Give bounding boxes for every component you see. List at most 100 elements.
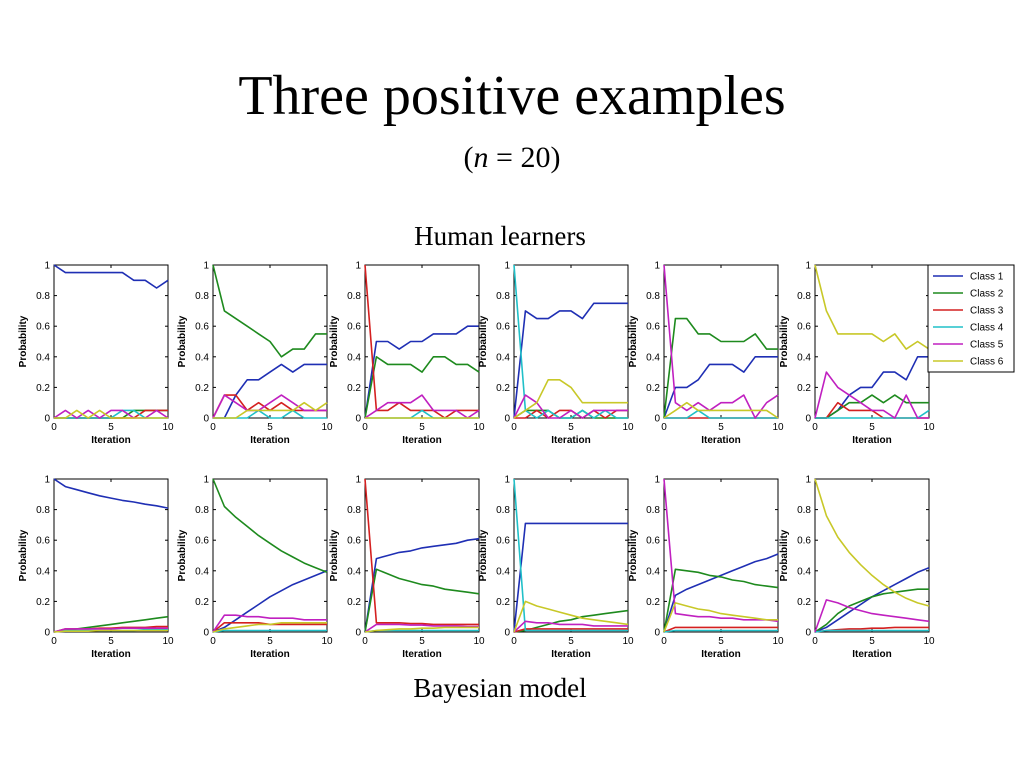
y-tick-label: 0.8 xyxy=(797,291,811,302)
x-axis-label: Iteration xyxy=(91,435,130,446)
x-tick-label: 10 xyxy=(321,422,333,433)
x-axis-label: Iteration xyxy=(701,435,740,446)
y-axis-label: Probability xyxy=(478,529,489,581)
series-line-class-4 xyxy=(664,409,778,419)
axes-frame xyxy=(814,478,930,633)
axes-frame xyxy=(53,478,169,633)
x-tick-label: 5 xyxy=(108,636,114,647)
x-tick-label: 0 xyxy=(661,422,667,433)
panel-r0-p4: 0 5 10 0 0.2 0.4 0.6 0.8 1 Iteration Probability xyxy=(628,261,784,447)
x-tick-label: 5 xyxy=(869,422,875,433)
series-line-class-6 xyxy=(513,600,629,633)
y-tick-label: 0.2 xyxy=(496,597,510,608)
series-line-class-5 xyxy=(212,614,327,633)
y-tick-label: 0.8 xyxy=(195,291,209,302)
series-line-class-5 xyxy=(53,627,168,633)
y-tick-label: 0.4 xyxy=(496,352,510,363)
series-line-class-5 xyxy=(513,394,628,419)
series-line-class-5 xyxy=(663,264,779,419)
series-line-class-2 xyxy=(663,568,779,633)
y-tick-label: 0.4 xyxy=(36,566,50,577)
y-tick-label: 0.2 xyxy=(36,597,50,608)
y-axis-label: Probability xyxy=(478,315,489,367)
panel-r1-p1: 0 5 10 0 0.2 0.4 0.6 0.8 1 Iteration Probability xyxy=(177,475,333,661)
y-tick-label: 0.6 xyxy=(36,322,50,333)
y-tick-label: 1 xyxy=(203,475,209,486)
series-line-class-2 xyxy=(663,317,778,419)
series-line-class-6 xyxy=(663,602,778,633)
y-tick-label: 0.4 xyxy=(347,566,361,577)
x-axis-label: Iteration xyxy=(852,649,891,660)
row-label-model: Bayesian model xyxy=(413,673,587,703)
x-axis-label: Iteration xyxy=(852,435,891,446)
slide-subtitle: (n = 20) xyxy=(0,140,1024,176)
y-tick-label: 0.8 xyxy=(347,505,361,516)
x-tick-label: 10 xyxy=(923,636,935,647)
series-line-class-5 xyxy=(364,394,480,419)
y-tick-label: 0.8 xyxy=(496,505,510,516)
row-label-human: Human learners xyxy=(414,221,586,251)
x-axis-label: Iteration xyxy=(250,649,289,660)
series-line-class-1 xyxy=(513,522,628,633)
legend-entry-class-1: Class 1 xyxy=(970,272,1004,283)
x-tick-label: 10 xyxy=(321,636,333,647)
y-tick-label: 0 xyxy=(44,628,50,639)
x-tick-label: 10 xyxy=(473,636,485,647)
y-tick-label: 0.4 xyxy=(347,352,361,363)
x-tick-label: 10 xyxy=(622,636,634,647)
legend-entry-class-3: Class 3 xyxy=(970,306,1004,317)
x-tick-label: 0 xyxy=(812,422,818,433)
y-tick-label: 0.2 xyxy=(797,597,811,608)
x-axis-label: Iteration xyxy=(551,435,590,446)
series-line-class-5 xyxy=(814,371,929,419)
x-tick-label: 10 xyxy=(473,422,485,433)
x-axis-label: Iteration xyxy=(402,435,441,446)
y-tick-label: 0.8 xyxy=(646,291,660,302)
series-line-class-4 xyxy=(212,629,327,633)
legend-entry-class-4: Class 4 xyxy=(970,323,1004,334)
axes-frame xyxy=(513,478,629,633)
axes-frame xyxy=(513,264,629,419)
x-tick-label: 0 xyxy=(362,422,368,433)
y-tick-label: 1 xyxy=(504,261,510,272)
series-line-class-1 xyxy=(53,478,169,509)
y-tick-label: 1 xyxy=(203,261,209,272)
axes-frame xyxy=(212,478,328,633)
x-tick-label: 5 xyxy=(718,636,724,647)
x-axis-label: Iteration xyxy=(402,649,441,660)
legend-entry-class-5: Class 5 xyxy=(970,340,1004,351)
x-tick-label: 5 xyxy=(267,422,273,433)
series-line-class-1 xyxy=(364,537,480,633)
x-tick-label: 5 xyxy=(108,422,114,433)
y-tick-label: 0 xyxy=(355,414,361,425)
y-tick-label: 0.6 xyxy=(797,322,811,333)
x-tick-label: 10 xyxy=(772,636,784,647)
x-tick-label: 10 xyxy=(162,422,174,433)
y-axis-label: Probability xyxy=(329,315,340,367)
series-line-class-5 xyxy=(814,599,930,633)
y-tick-label: 0.8 xyxy=(496,291,510,302)
panel-r0-p1: 0 5 10 0 0.2 0.4 0.6 0.8 1 Iteration Probability xyxy=(177,261,333,447)
x-tick-label: 0 xyxy=(210,636,216,647)
series-line-class-5 xyxy=(364,623,479,633)
y-axis-label: Probability xyxy=(18,315,29,367)
x-tick-label: 5 xyxy=(419,636,425,647)
subtitle-n: n xyxy=(473,141,489,174)
y-axis-label: Probability xyxy=(18,529,29,581)
y-tick-label: 0.8 xyxy=(36,291,50,302)
panel-r0-p0: 0 5 10 0 0.2 0.4 0.6 0.8 1 Iteration Probability xyxy=(18,261,174,447)
y-tick-label: 0.6 xyxy=(195,322,209,333)
y-tick-label: 0 xyxy=(504,414,510,425)
y-tick-label: 0.4 xyxy=(195,352,209,363)
x-tick-label: 5 xyxy=(267,636,273,647)
y-tick-label: 1 xyxy=(355,475,361,486)
axes-frame xyxy=(814,264,930,419)
y-tick-label: 0.4 xyxy=(195,566,209,577)
series-line-class-1 xyxy=(53,264,169,289)
series-line-class-6 xyxy=(54,409,168,419)
y-tick-label: 1 xyxy=(44,475,50,486)
series-line-class-2 xyxy=(212,264,327,358)
subtitle-rest: = 20) xyxy=(488,141,561,174)
legend-box xyxy=(927,264,1015,373)
